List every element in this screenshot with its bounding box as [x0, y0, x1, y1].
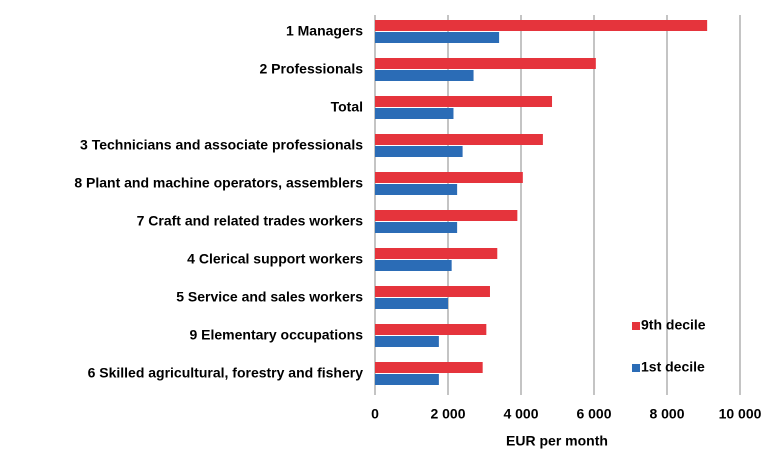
y-tick-label: 2 Professionals [260, 61, 364, 77]
legend-label: 1st decile [641, 359, 705, 375]
bar [375, 286, 490, 297]
y-tick-label: 7 Craft and related trades workers [137, 213, 364, 229]
bar [375, 146, 463, 157]
bar [375, 362, 483, 373]
bar [375, 172, 523, 183]
bar [375, 222, 458, 233]
y-tick-label: 1 Managers [286, 23, 363, 39]
bar [375, 324, 487, 335]
y-tick-label: 9 Elementary occupations [189, 327, 363, 343]
bar [375, 184, 458, 195]
bar [375, 210, 518, 221]
y-tick-label: 5 Service and sales workers [176, 289, 363, 305]
y-tick-label: 6 Skilled agricultural, forestry and fis… [88, 365, 364, 381]
y-tick-label: 4 Clerical support workers [187, 251, 363, 267]
bar [375, 32, 500, 43]
legend-swatch [632, 364, 640, 372]
x-tick-label: 8 000 [649, 406, 684, 422]
bar [375, 298, 448, 309]
legend-label: 9th decile [641, 317, 706, 333]
x-tick-label: 0 [371, 406, 379, 422]
x-tick-label: 4 000 [503, 406, 538, 422]
bar [375, 58, 596, 69]
bar [375, 70, 474, 81]
bar [375, 260, 452, 271]
bar [375, 96, 553, 107]
bar [375, 374, 439, 385]
x-tick-label: 6 000 [576, 406, 611, 422]
x-tick-label: 10 000 [719, 406, 762, 422]
bar [375, 248, 498, 259]
y-tick-label: 3 Technicians and associate professional… [80, 137, 363, 153]
bar [375, 20, 708, 31]
y-tick-label: 8 Plant and machine operators, assembler… [74, 175, 363, 191]
legend-swatch [632, 322, 640, 330]
x-tick-label: 2 000 [430, 406, 465, 422]
bar [375, 134, 543, 145]
x-axis-title: EUR per month [506, 433, 608, 449]
bar [375, 336, 439, 347]
y-tick-label: Total [331, 99, 363, 115]
bar [375, 108, 454, 119]
